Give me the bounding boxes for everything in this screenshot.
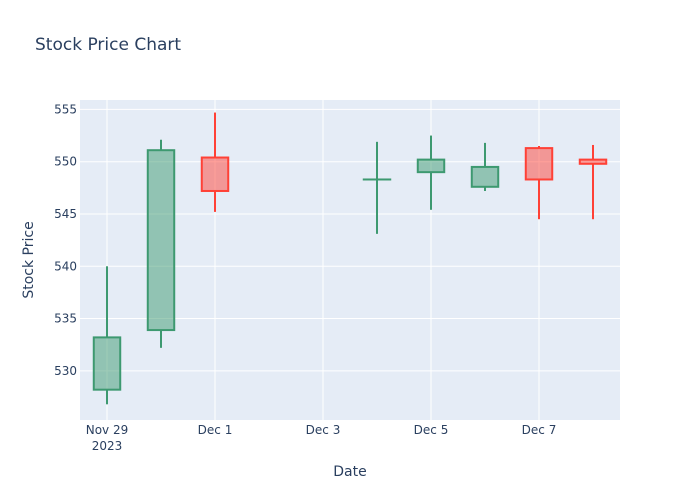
candle-body: [92, 336, 122, 391]
candle-body: [524, 147, 554, 181]
candle-body: [146, 149, 176, 332]
x-tick-label: Dec 5: [414, 423, 449, 437]
x-tick-label: Dec 3: [306, 423, 341, 437]
candle-body: [578, 158, 608, 165]
chart-title: Stock Price Chart: [35, 35, 181, 55]
y-axis-title: Stock Price: [21, 221, 37, 298]
x-axis-ticks: Nov 29 2023 Dec 1 Dec 3 Dec 5 Dec 7: [86, 423, 557, 453]
candle-increasing: [146, 139, 176, 348]
candles: [92, 112, 608, 405]
candle-increasing: [416, 135, 446, 210]
x-axis-title: Date: [333, 464, 366, 480]
y-tick-label: 540: [54, 259, 77, 273]
candle-decreasing: [524, 146, 554, 220]
candle-body: [200, 156, 230, 192]
y-tick-label: 535: [54, 312, 77, 326]
x-tick-label: Dec 7: [522, 423, 557, 437]
y-tick-label: 545: [54, 207, 77, 221]
x-tick-sublabel: 2023: [92, 439, 123, 453]
candle-decreasing: [200, 112, 230, 212]
x-tick-label: Dec 1: [198, 423, 233, 437]
candle-body: [416, 158, 446, 174]
y-tick-label: 555: [54, 102, 77, 116]
candle-increasing: [470, 142, 500, 191]
y-tick-label: 550: [54, 155, 77, 169]
candle-body: [470, 165, 500, 188]
candle-increasing: [92, 266, 122, 405]
x-tick-label: Nov 29: [86, 423, 129, 437]
candle-increasing: [362, 141, 392, 234]
y-axis-ticks: 530 535 540 545 550 555: [54, 102, 77, 377]
candle-decreasing: [578, 144, 608, 220]
y-tick-label: 530: [54, 364, 77, 378]
